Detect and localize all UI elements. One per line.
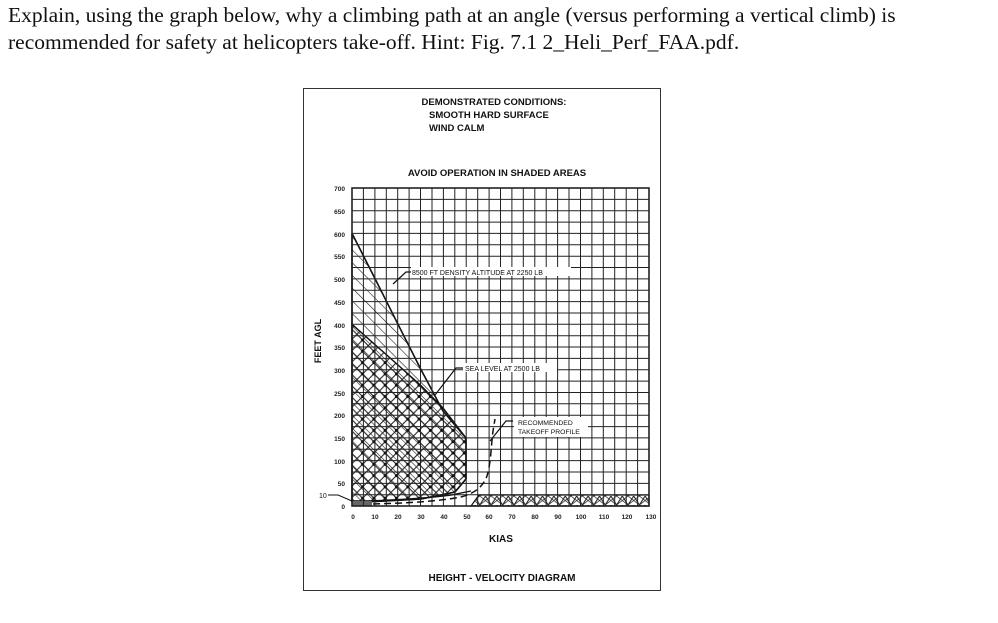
svg-text:100: 100 <box>576 514 587 521</box>
label-density-altitude: 8500 FT DENSITY ALTITUDE AT 2250 LB <box>412 270 543 277</box>
svg-text:30: 30 <box>417 514 425 521</box>
label-sea-level: SEA LEVEL AT 2500 LB <box>465 366 540 373</box>
svg-text:50: 50 <box>463 514 471 521</box>
svg-text:60: 60 <box>485 514 493 521</box>
svg-text:20: 20 <box>394 514 402 521</box>
callouts: 8500 FT DENSITY ALTITUDE AT 2250 LB SEA … <box>319 267 588 502</box>
conditions-line-1: SMOOTH HARD SURFACE <box>429 110 549 121</box>
svg-text:200: 200 <box>334 413 345 420</box>
svg-text:150: 150 <box>334 436 345 443</box>
warning-text: AVOID OPERATION IN SHADED AREAS <box>408 168 586 179</box>
x-axis-ticks: 0 10 20 30 40 50 60 70 80 90 100 110 120 130 <box>351 514 657 521</box>
svg-text:300: 300 <box>334 368 345 375</box>
question-line-1: Explain, using the graph below, why a cl… <box>8 3 896 27</box>
svg-text:90: 90 <box>554 514 562 521</box>
high-speed-band <box>469 494 650 507</box>
svg-text:650: 650 <box>334 209 345 216</box>
svg-text:0: 0 <box>341 504 345 511</box>
svg-text:600: 600 <box>334 232 345 239</box>
conditions-title: DEMONSTRATED CONDITIONS: <box>422 97 567 108</box>
conditions-line-2: WIND CALM <box>429 123 484 134</box>
svg-text:50: 50 <box>338 481 346 488</box>
label-recommended-1: RECOMMENDED <box>518 420 573 427</box>
svg-text:100: 100 <box>334 459 345 466</box>
svg-text:450: 450 <box>334 300 345 307</box>
svg-text:10: 10 <box>371 514 379 521</box>
svg-text:700: 700 <box>334 186 345 193</box>
svg-text:400: 400 <box>334 323 345 330</box>
svg-text:350: 350 <box>334 345 345 352</box>
svg-text:110: 110 <box>599 514 610 521</box>
question-line-2: recommended for safety at helicopters ta… <box>8 30 740 54</box>
height-velocity-chart: DEMONSTRATED CONDITIONS: SMOOTH HARD SUR… <box>313 97 657 584</box>
svg-text:70: 70 <box>508 514 516 521</box>
svg-text:0: 0 <box>351 514 355 521</box>
question-text: Explain, using the graph below, why a cl… <box>8 2 993 56</box>
svg-text:120: 120 <box>622 514 633 521</box>
svg-text:550: 550 <box>334 254 345 261</box>
svg-text:250: 250 <box>334 391 345 398</box>
grid <box>351 187 650 507</box>
svg-text:130: 130 <box>646 514 657 521</box>
y-axis-label: FEET AGL <box>313 318 323 363</box>
svg-text:500: 500 <box>334 277 345 284</box>
label-ten-feet: 10 <box>319 493 327 500</box>
recommended-takeoff-profile-line <box>372 418 496 505</box>
x-axis-label: KIAS <box>489 534 513 545</box>
svg-text:40: 40 <box>440 514 448 521</box>
svg-text:80: 80 <box>531 514 539 521</box>
low-hover-block <box>352 501 372 506</box>
height-velocity-figure: DEMONSTRATED CONDITIONS: SMOOTH HARD SUR… <box>303 88 661 591</box>
label-recommended-2: TAKEOFF PROFILE <box>518 429 580 436</box>
figure-caption: HEIGHT - VELOCITY DIAGRAM <box>428 573 575 584</box>
